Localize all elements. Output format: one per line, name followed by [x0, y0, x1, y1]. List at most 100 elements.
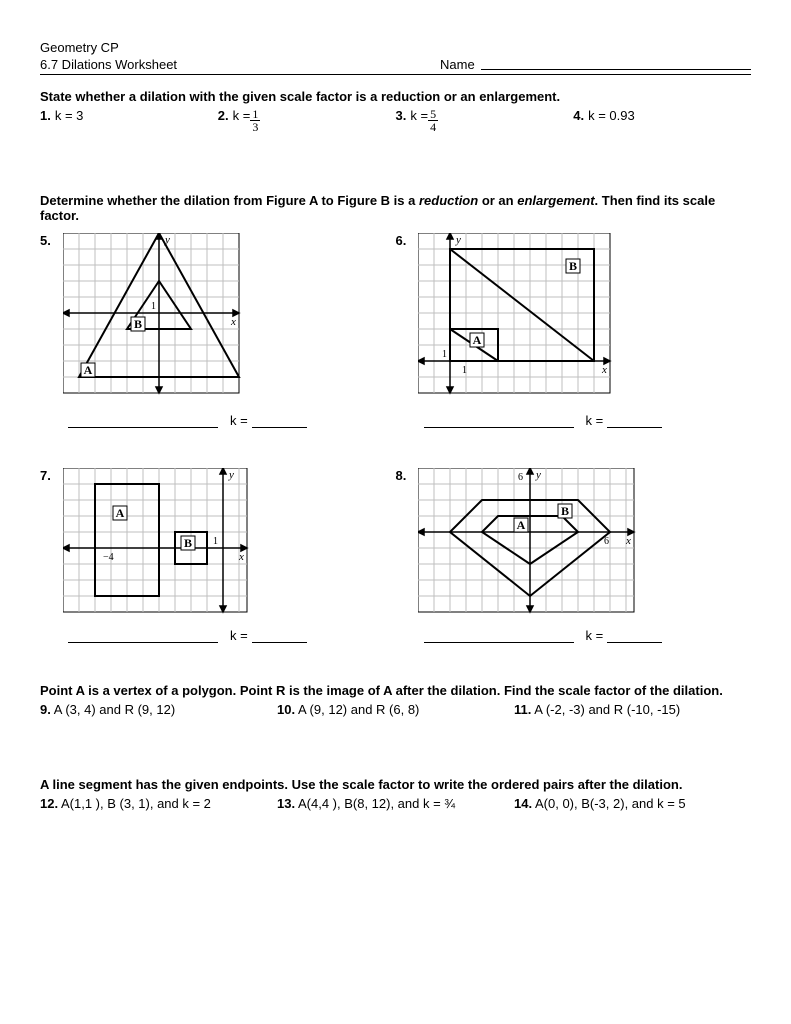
k-label-6: k = [586, 413, 604, 428]
q5-block: 5. B A [40, 233, 396, 403]
svg-text:A: A [517, 518, 526, 532]
graphs-row-1: 5. B A [40, 233, 751, 403]
blank-5-k[interactable] [252, 413, 307, 428]
answer-5: k = [40, 413, 396, 428]
q14: 14. A(0, 0), B(-3, 2), and k = 5 [514, 796, 751, 811]
q9: 9. A (3, 4) and R (9, 12) [40, 702, 277, 717]
q2: 2. k = 1 3 [218, 108, 396, 133]
q8-num: 8. [396, 468, 407, 483]
q4: 4. k = 0.93 [573, 108, 751, 133]
section4-questions: 12. A(1,1 ), B (3, 1), and k = 2 13. A(4… [40, 796, 751, 811]
course-title: Geometry CP [40, 40, 751, 55]
q1: 1. k = 3 [40, 108, 218, 133]
q7-num: 7. [40, 468, 51, 483]
svg-text:B: B [569, 259, 577, 273]
section4-prompt: A line segment has the given endpoints. … [40, 777, 751, 792]
q3-frac-den: 4 [428, 121, 438, 133]
s2-a: Determine whether the dilation from Figu… [40, 193, 419, 208]
svg-text:x: x [601, 364, 607, 376]
blank-6-k[interactable] [607, 413, 662, 428]
svg-text:x: x [230, 316, 236, 328]
q1-text: k = 3 [55, 108, 84, 123]
section3-questions: 9. A (3, 4) and R (9, 12) 10. A (9, 12) … [40, 702, 751, 717]
blank-8-type[interactable] [424, 628, 574, 643]
blank-8-k[interactable] [607, 628, 662, 643]
svg-text:y: y [164, 234, 170, 246]
q14-text: A(0, 0), B(-3, 2), and k = 5 [535, 796, 686, 811]
answer-row-1: k = k = [40, 413, 751, 428]
svg-text:1: 1 [213, 536, 218, 547]
s2-c: or an [478, 193, 517, 208]
q3-fraction: 5 4 [428, 108, 438, 133]
k-label-8: k = [586, 628, 604, 643]
q14-num: 14. [514, 796, 532, 811]
graph-5: B A y x 1 [63, 233, 243, 403]
section2-prompt: Determine whether the dilation from Figu… [40, 193, 751, 223]
q2-prefix: k = [233, 108, 251, 123]
answer-8: k = [396, 628, 752, 643]
s2-d: enlargement [517, 193, 594, 208]
k-label-7: k = [230, 628, 248, 643]
q2-num: 2. [218, 108, 229, 123]
svg-text:−4: −4 [103, 552, 114, 563]
q11-text: A (-2, -3) and R (-10, -15) [534, 702, 680, 717]
section1-prompt: State whether a dilation with the given … [40, 89, 751, 104]
section3-prompt: Point A is a vertex of a polygon. Point … [40, 683, 751, 698]
svg-text:B: B [184, 536, 192, 550]
s2-b: reduction [419, 193, 478, 208]
q3-prefix: k = [410, 108, 428, 123]
q12-text: A(1,1 ), B (3, 1), and k = 2 [61, 796, 211, 811]
q10-num: 10. [277, 702, 295, 717]
svg-text:A: A [473, 333, 482, 347]
q4-num: 4. [573, 108, 584, 123]
svg-text:B: B [561, 504, 569, 518]
q5-num: 5. [40, 233, 51, 248]
q1-num: 1. [40, 108, 51, 123]
svg-text:A: A [84, 363, 93, 377]
q9-text: A (3, 4) and R (9, 12) [54, 702, 175, 717]
q11: 11. A (-2, -3) and R (-10, -15) [514, 702, 751, 717]
name-blank[interactable] [481, 57, 751, 70]
svg-text:1: 1 [462, 365, 467, 376]
graphs-row-2: 7. A B [40, 468, 751, 618]
q7-block: 7. A B [40, 468, 396, 618]
q10: 10. A (9, 12) and R (6, 8) [277, 702, 514, 717]
svg-text:y: y [535, 469, 541, 481]
svg-text:1: 1 [442, 349, 447, 360]
svg-text:y: y [228, 469, 234, 481]
q13: 13. A(4,4 ), B(8, 12), and k = ¾ [277, 796, 514, 811]
svg-text:A: A [116, 506, 125, 520]
q13-num: 13. [277, 796, 295, 811]
q2-fraction: 1 3 [250, 108, 260, 133]
name-label: Name [440, 57, 475, 72]
graph-6: A B y x 1 1 [418, 233, 618, 403]
answer-6: k = [396, 413, 752, 428]
q3: 3. k = 5 4 [396, 108, 574, 133]
q9-num: 9. [40, 702, 51, 717]
section1-questions: 1. k = 3 2. k = 1 3 3. k = 5 4 4. k = 0.… [40, 108, 751, 133]
q13-text: A(4,4 ), B(8, 12), and k = ¾ [298, 796, 455, 811]
svg-text:x: x [625, 535, 631, 547]
q8-block: 8. A B [396, 468, 752, 618]
answer-7: k = [40, 628, 396, 643]
q2-frac-den: 3 [250, 121, 260, 133]
q12-num: 12. [40, 796, 58, 811]
svg-text:B: B [134, 317, 142, 331]
blank-6-type[interactable] [424, 413, 574, 428]
svg-text:y: y [455, 234, 461, 246]
graph-8: A B y x 6 6 [418, 468, 638, 618]
svg-text:6: 6 [518, 472, 523, 483]
q10-text: A (9, 12) and R (6, 8) [298, 702, 419, 717]
q3-num: 3. [396, 108, 407, 123]
blank-7-k[interactable] [252, 628, 307, 643]
graph-7: A B y x 1 −4 [63, 468, 253, 618]
q11-num: 11. [514, 702, 531, 717]
svg-text:1: 1 [151, 301, 156, 312]
blank-7-type[interactable] [68, 628, 218, 643]
svg-text:6: 6 [604, 536, 609, 547]
header-row: 6.7 Dilations Worksheet Name [40, 57, 751, 75]
blank-5-type[interactable] [68, 413, 218, 428]
q12: 12. A(1,1 ), B (3, 1), and k = 2 [40, 796, 277, 811]
k-label-5: k = [230, 413, 248, 428]
answer-row-2: k = k = [40, 628, 751, 643]
